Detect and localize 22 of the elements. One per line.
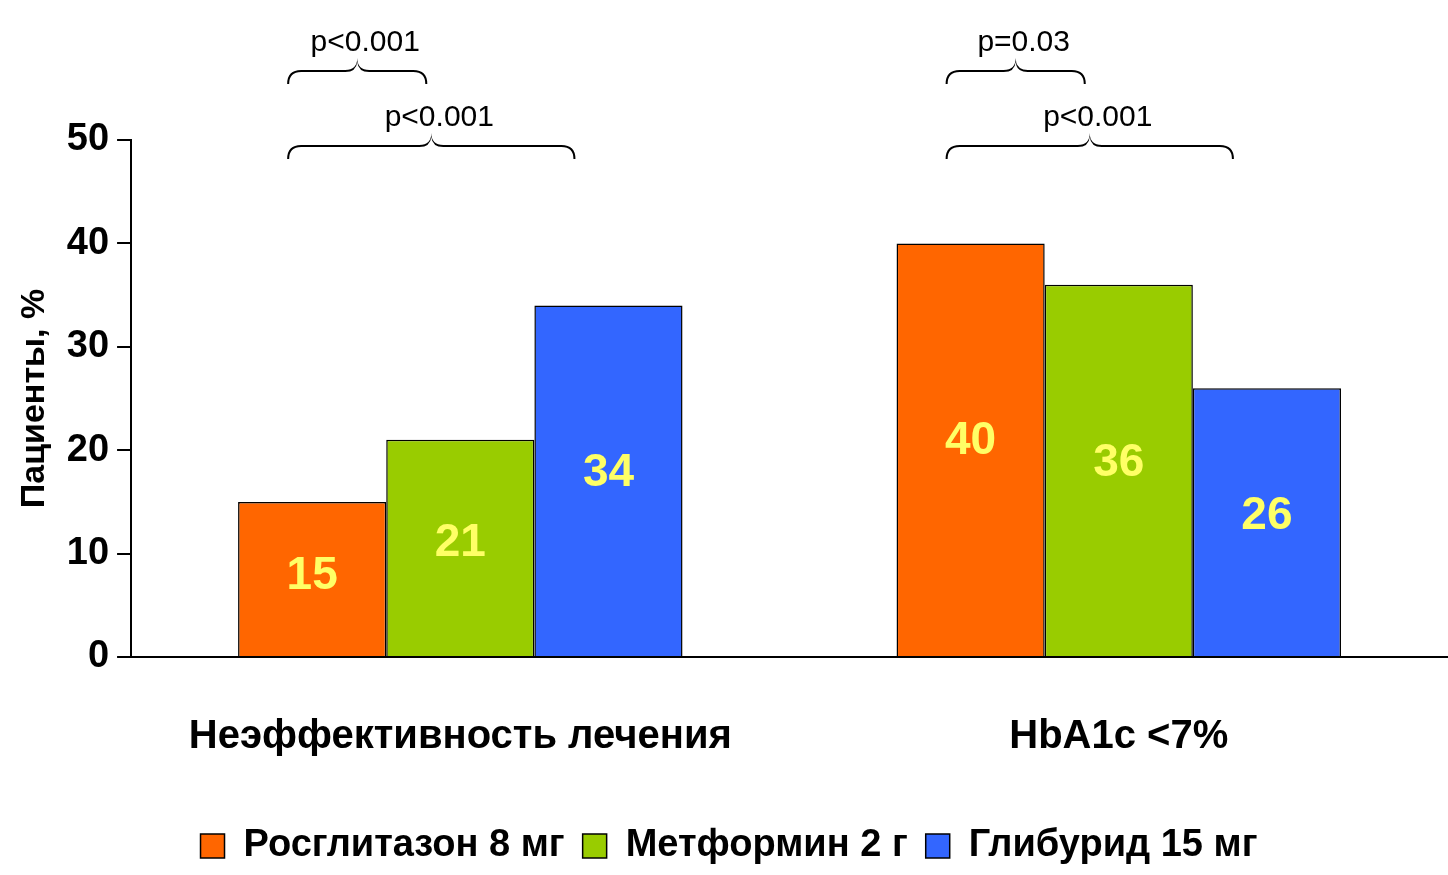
legend-label: Метформин 2 г xyxy=(625,822,908,865)
y-tick-label: 0 xyxy=(87,633,110,676)
y-tick-label: 40 xyxy=(66,219,110,262)
legend-label: Глибурид 15 мг xyxy=(968,822,1258,865)
data-label: 36 xyxy=(1093,433,1145,486)
text: p=0.03 xyxy=(977,24,1070,58)
x-tick-label: Неэффективность лечения xyxy=(188,712,732,757)
y-tick-label: 10 xyxy=(66,530,110,573)
text: p<0.001 xyxy=(384,99,494,133)
data-label: 26 xyxy=(1241,487,1293,540)
data-label: 34 xyxy=(582,444,635,497)
legend-label: Росглитазон 8 мг xyxy=(243,822,565,865)
y-tick-label: 20 xyxy=(66,426,110,469)
x-tick-label: HbA1c <7% xyxy=(1009,712,1229,757)
y-tick-label: 30 xyxy=(66,323,110,366)
data-label: 21 xyxy=(434,514,486,567)
text: p<0.001 xyxy=(310,24,420,58)
y-tick-label: 50 xyxy=(66,116,110,159)
data-label: 15 xyxy=(286,546,338,599)
data-label: 40 xyxy=(945,412,997,465)
text: p<0.001 xyxy=(1043,99,1153,133)
y-axis-title: Пациенты, % xyxy=(12,288,51,509)
